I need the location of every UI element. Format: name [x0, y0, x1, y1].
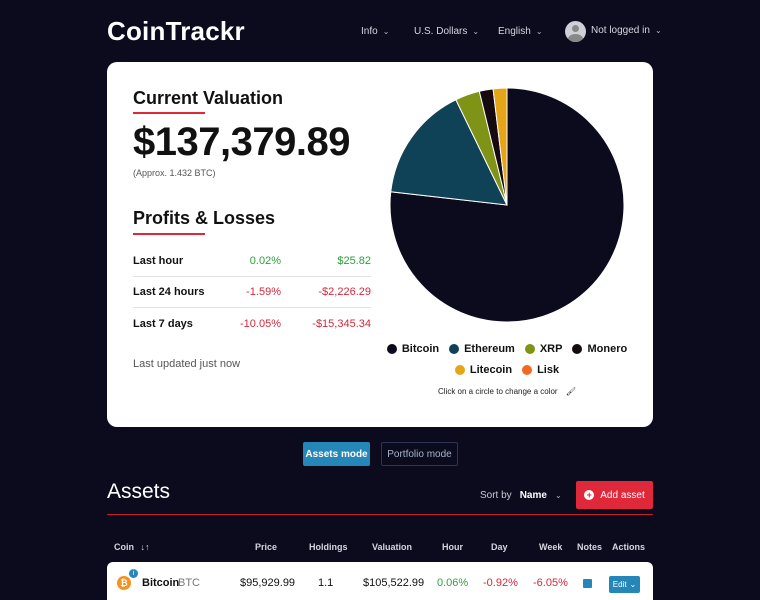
- sort-control[interactable]: Sort by Name ⌄: [480, 490, 562, 501]
- edit-label: Edit: [612, 580, 627, 589]
- chevron-down-icon: ⌄: [472, 27, 480, 36]
- assets-divider: [107, 514, 653, 515]
- table-row[interactable]: ₿ i Bitcoin BTC $95,929.99 1.1 $105,522.…: [107, 562, 653, 600]
- profit-amount: -$2,226.29: [318, 286, 371, 298]
- pie-slice-litecoin[interactable]: [492, 87, 508, 206]
- profit-percent: 0.02%: [249, 255, 281, 267]
- column-header-week[interactable]: Week: [539, 542, 563, 552]
- column-header-notes: Notes: [577, 542, 603, 552]
- user-avatar-icon[interactable]: [565, 21, 586, 42]
- legend-item-ethereum[interactable]: Ethereum: [449, 343, 515, 355]
- profit-percent: -10.05%: [240, 317, 281, 330]
- legend-label: Ethereum: [464, 343, 515, 355]
- legend-color-dot[interactable]: [522, 365, 533, 375]
- language-menu[interactable]: English ⌄: [498, 26, 543, 37]
- column-header-day[interactable]: Day: [491, 542, 508, 552]
- profit-row: Last hour 0.02% $25.82: [133, 246, 371, 277]
- allocation-pie-chart[interactable]: [389, 87, 625, 323]
- user-menu-label: Not logged in: [591, 25, 650, 36]
- profit-percent: -1.59%: [246, 286, 281, 298]
- coin-price: $95,929.99: [240, 577, 296, 589]
- coin-day-change: -0.92%: [483, 577, 518, 589]
- sort-value: Name: [519, 490, 547, 501]
- plus-icon: +: [584, 490, 595, 500]
- language-menu-label: English: [498, 26, 531, 37]
- app-logo[interactable]: CoinTrackr: [107, 16, 245, 46]
- user-menu[interactable]: Not logged in ⌄: [591, 25, 662, 36]
- add-asset-button[interactable]: + Add asset: [576, 481, 653, 509]
- legend-label: Lisk: [537, 364, 560, 376]
- title-underline: [133, 112, 205, 114]
- coin-valuation: $105,522.99: [363, 577, 425, 589]
- assets-mode-button[interactable]: Assets mode: [303, 442, 370, 466]
- chevron-down-icon: ⌄: [654, 26, 662, 35]
- column-header-holdings[interactable]: Holdings: [309, 542, 348, 552]
- info-menu[interactable]: Info ⌄: [361, 26, 389, 37]
- column-header-coin[interactable]: Coin ↓↑: [114, 542, 150, 552]
- coin-symbol: BTC: [178, 577, 200, 589]
- sort-arrows-icon: ↓↑: [140, 542, 150, 552]
- coin-hour-change: 0.06%: [437, 577, 469, 589]
- valuation-approx-btc: (Approx. 1.432 BTC): [133, 168, 216, 178]
- column-header-valuation[interactable]: Valuation: [372, 542, 413, 552]
- legend-item-monero[interactable]: Monero: [572, 343, 627, 355]
- chevron-down-icon: ⌄: [554, 491, 562, 500]
- profit-row: Last 7 days -10.05% -$15,345.34: [133, 308, 371, 339]
- chevron-down-icon: ⌄: [382, 27, 390, 36]
- chart-legend: Litecoin Lisk: [389, 364, 625, 376]
- legend-label: XRP: [539, 343, 563, 355]
- sort-label: Sort by: [480, 490, 512, 501]
- legend-color-dot[interactable]: [572, 344, 583, 354]
- chevron-down-icon: ⌄: [629, 580, 637, 589]
- legend-color-dot[interactable]: [386, 344, 397, 354]
- legend-label: Bitcoin: [401, 343, 440, 355]
- assets-heading: Assets: [107, 480, 171, 503]
- legend-item-xrp[interactable]: XRP: [524, 343, 563, 355]
- chevron-down-icon: ⌄: [535, 27, 543, 36]
- profit-amount: $25.82: [337, 255, 371, 267]
- edit-button[interactable]: Edit ⌄: [609, 576, 640, 593]
- legend-label: Litecoin: [469, 364, 513, 376]
- bitcoin-icon: ₿: [117, 576, 131, 590]
- column-header-price[interactable]: Price: [255, 542, 278, 552]
- legend-item-lisk[interactable]: Lisk: [522, 364, 559, 376]
- coin-holdings: 1.1: [318, 577, 334, 589]
- profit-amount: -$15,345.34: [312, 317, 371, 330]
- info-menu-label: Info: [361, 26, 378, 37]
- pie-slice-ethereum[interactable]: [390, 99, 508, 206]
- paintbrush-icon: 🖌: [565, 387, 576, 396]
- legend-item-bitcoin[interactable]: Bitcoin: [386, 343, 440, 355]
- note-icon[interactable]: [583, 579, 592, 588]
- currency-menu-label: U.S. Dollars: [414, 26, 468, 37]
- legend-item-litecoin[interactable]: Litecoin: [454, 364, 513, 376]
- valuation-amount: $137,379.89: [133, 120, 350, 164]
- column-header-hour[interactable]: Hour: [442, 542, 463, 552]
- column-header-actions: Actions: [612, 542, 646, 552]
- legend-label: Monero: [587, 343, 628, 355]
- chart-legend: Bitcoin Ethereum XRP Monero: [386, 343, 627, 355]
- profit-period: Last 24 hours: [133, 286, 205, 298]
- coin-week-change: -6.05%: [533, 577, 568, 589]
- add-asset-label: Add asset: [600, 489, 645, 501]
- color-hint-text: Click on a circle to change a color: [437, 387, 558, 396]
- profit-period: Last hour: [133, 255, 184, 267]
- portfolio-summary-card: Current Valuation $137,379.89 (Approx. 1…: [107, 62, 653, 427]
- profit-row: Last 24 hours -1.59% -$2,226.29: [133, 277, 371, 308]
- valuation-title: Current Valuation: [133, 88, 284, 108]
- coin-name[interactable]: Bitcoin: [142, 577, 180, 589]
- profit-period: Last 7 days: [133, 317, 193, 330]
- currency-menu[interactable]: U.S. Dollars ⌄: [414, 26, 479, 37]
- legend-color-dot[interactable]: [449, 344, 460, 354]
- portfolio-mode-button[interactable]: Portfolio mode: [381, 442, 458, 466]
- title-underline: [133, 233, 205, 235]
- legend-color-dot[interactable]: [454, 365, 465, 375]
- legend-color-dot[interactable]: [524, 344, 535, 354]
- info-icon[interactable]: i: [129, 569, 138, 578]
- last-updated-text: Last updated just now: [133, 358, 241, 370]
- profits-title: Profits & Losses: [133, 208, 276, 228]
- color-hint: Click on a circle to change a color 🖌: [389, 387, 625, 396]
